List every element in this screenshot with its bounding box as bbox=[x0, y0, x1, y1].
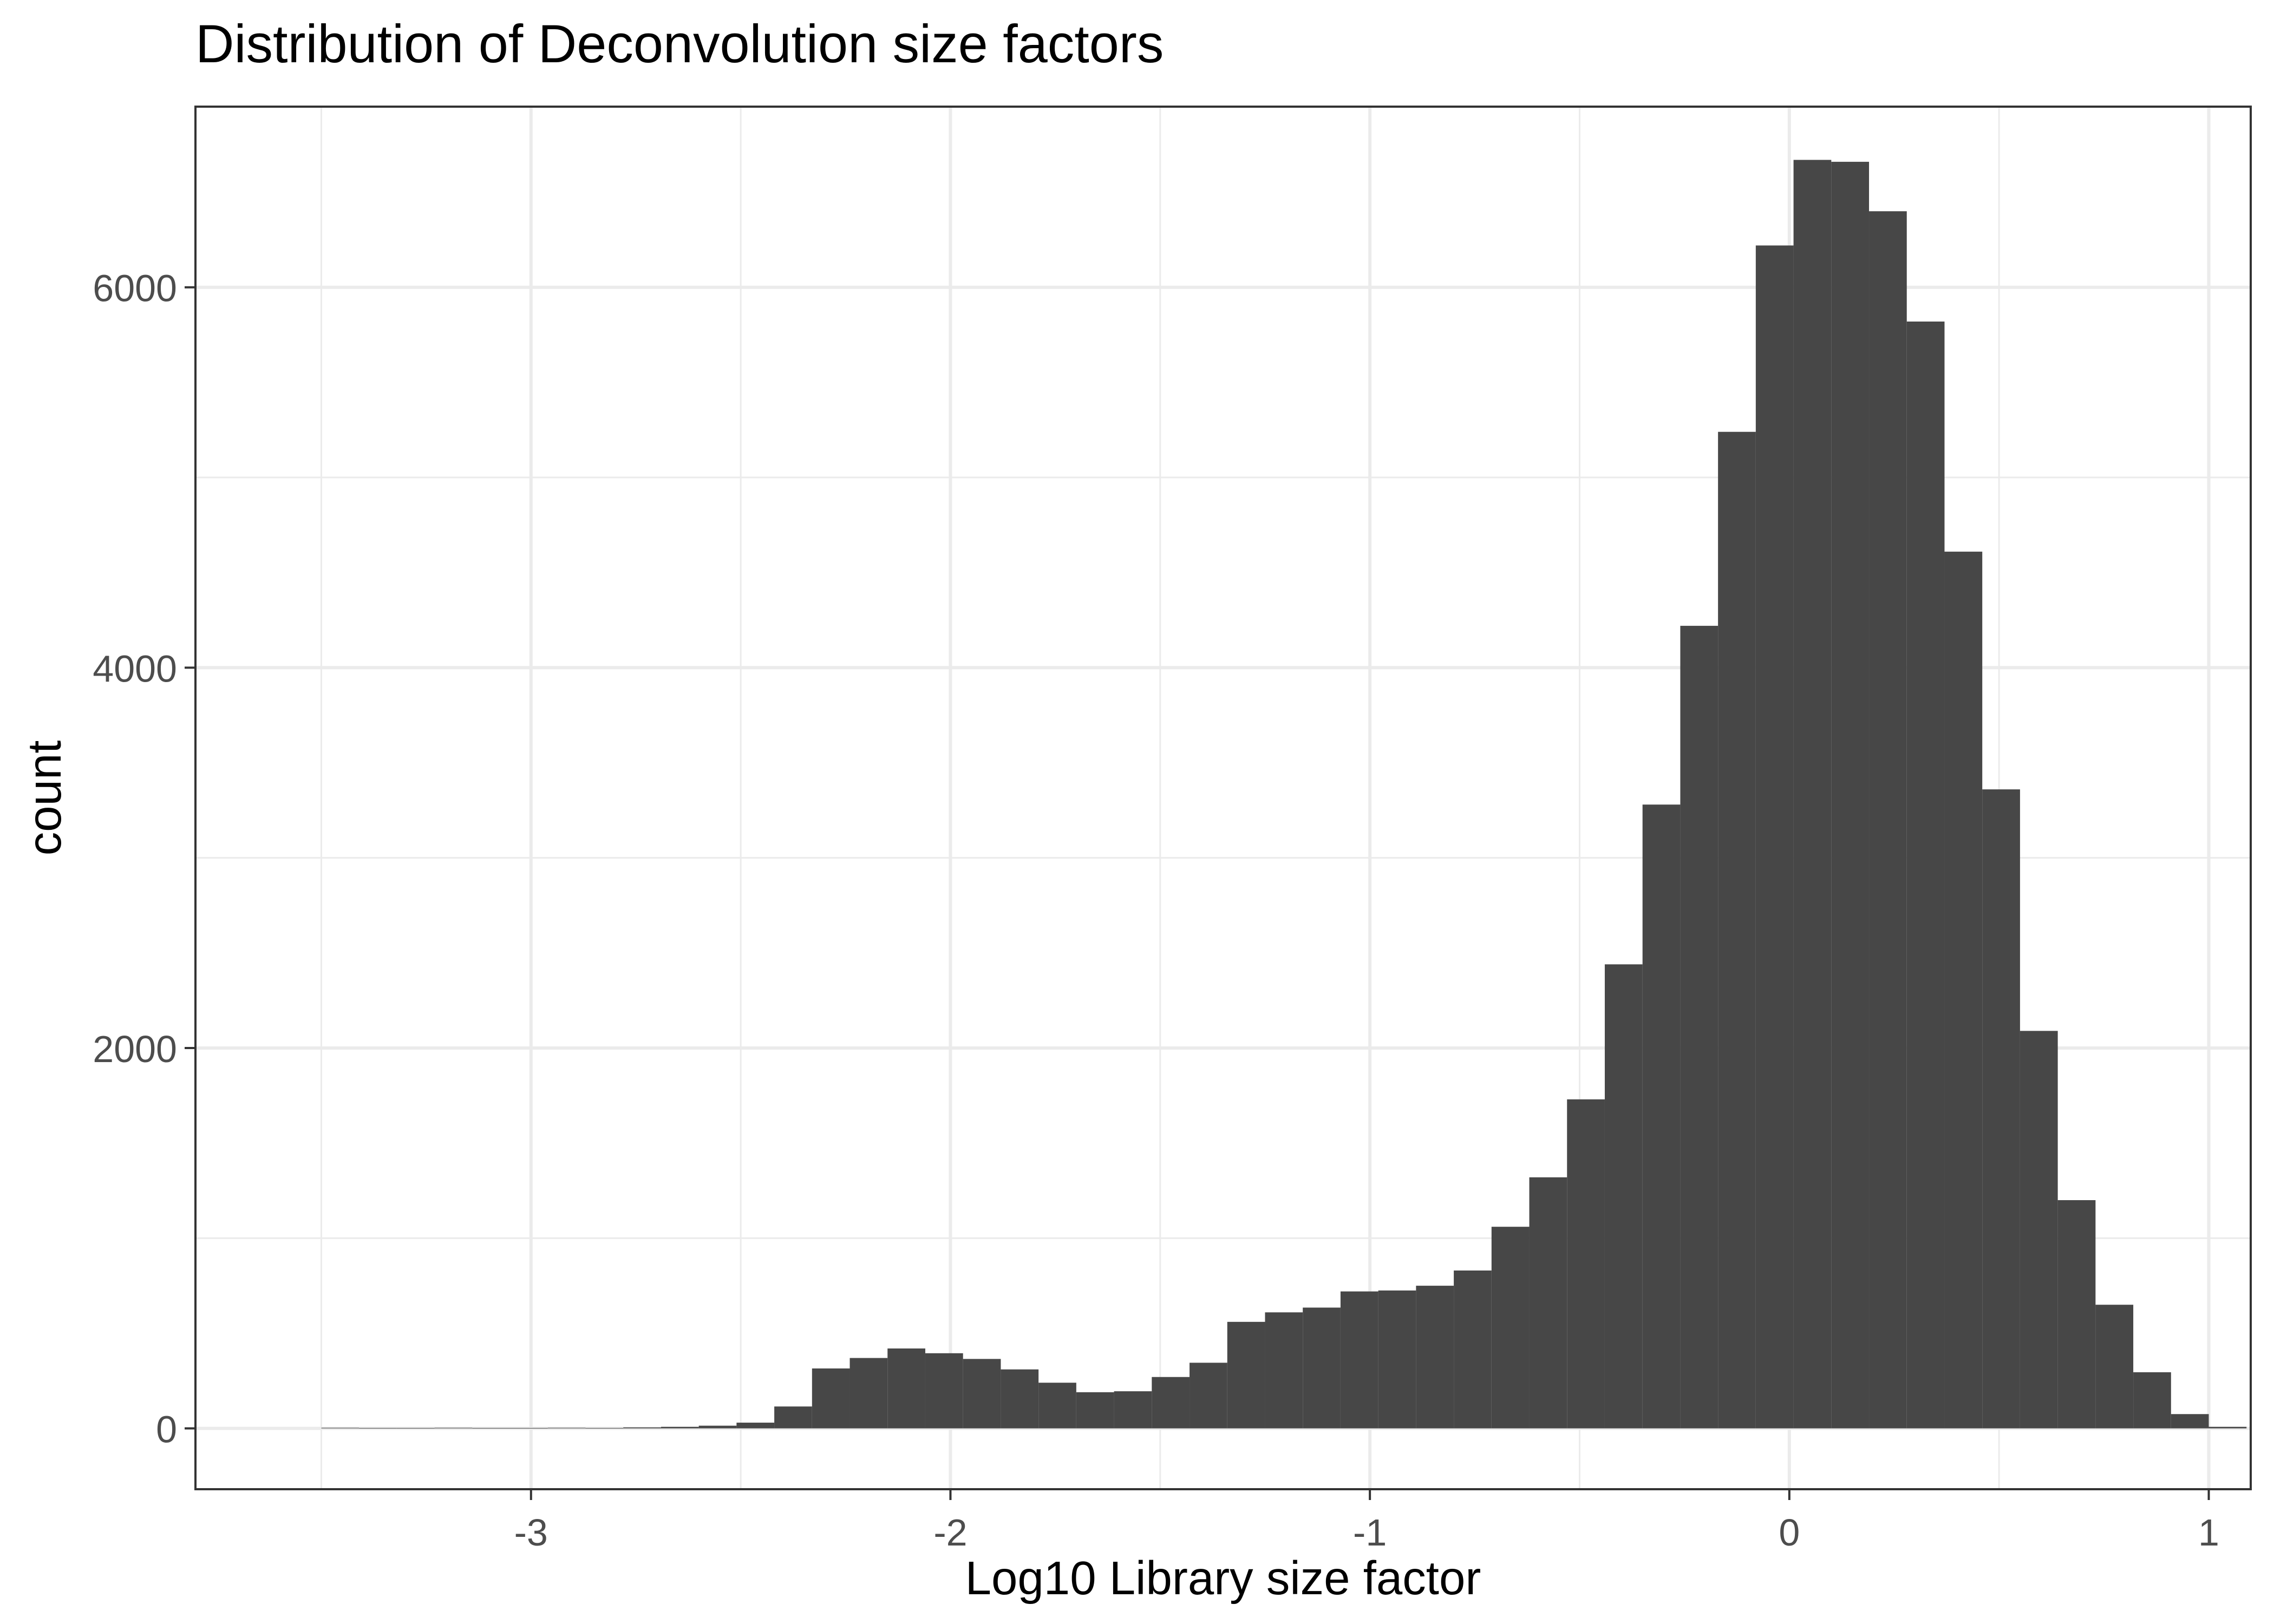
y-axis-tick-label: 0 bbox=[156, 1409, 177, 1451]
chart-title: Distribution of Deconvolution size facto… bbox=[195, 14, 1164, 74]
x-axis-tick-label: -2 bbox=[933, 1511, 967, 1554]
histogram-bar bbox=[396, 1427, 435, 1429]
plot-panel-border bbox=[194, 106, 2252, 1490]
histogram-bar bbox=[661, 1426, 699, 1429]
histogram-bar bbox=[1491, 1227, 1530, 1429]
histogram-bar bbox=[1718, 431, 1756, 1429]
y-axis: 0 2000 4000 6000 bbox=[93, 267, 195, 1451]
histogram-bar bbox=[510, 1427, 548, 1429]
histogram-bar bbox=[1906, 321, 1945, 1429]
histogram-bar bbox=[585, 1427, 624, 1429]
histogram-bar bbox=[1416, 1286, 1454, 1429]
histogram-bar bbox=[1265, 1312, 1303, 1429]
histogram-bar bbox=[1340, 1291, 1378, 1429]
histogram-bar bbox=[1755, 245, 1794, 1429]
histogram-bar bbox=[1152, 1377, 1190, 1429]
histogram-bar bbox=[850, 1358, 888, 1429]
histogram-bar bbox=[2095, 1305, 2134, 1429]
x-axis: -3 -2 -1 0 1 bbox=[514, 1489, 2219, 1554]
histogram-bar bbox=[1190, 1363, 1227, 1429]
y-axis-tick-label: 4000 bbox=[93, 647, 177, 690]
y-axis-label: count bbox=[18, 741, 71, 856]
histogram-bar bbox=[1454, 1270, 1492, 1429]
x-axis-tick-label: -1 bbox=[1353, 1511, 1387, 1554]
histogram-bar bbox=[1869, 211, 1907, 1429]
histogram-bars bbox=[321, 160, 2247, 1429]
histogram-bar bbox=[1038, 1383, 1076, 1429]
histogram-bar bbox=[698, 1425, 737, 1429]
x-axis-tick-label: 1 bbox=[2198, 1511, 2219, 1554]
histogram-bar bbox=[812, 1368, 850, 1429]
histogram-bar bbox=[1831, 161, 1870, 1429]
y-axis-tick-label: 2000 bbox=[93, 1028, 177, 1070]
histogram-bar bbox=[1793, 160, 1832, 1429]
histogram-bar bbox=[1001, 1369, 1039, 1429]
histogram-bar bbox=[1680, 626, 1718, 1429]
histogram-bar bbox=[1114, 1391, 1152, 1429]
histogram-bar bbox=[2208, 1426, 2247, 1429]
histogram-bar bbox=[1529, 1177, 1567, 1429]
histogram-bar bbox=[1303, 1307, 1341, 1429]
histogram-bar bbox=[434, 1427, 473, 1429]
histogram-bar bbox=[2020, 1031, 2058, 1429]
histogram-bar bbox=[774, 1406, 812, 1429]
histogram-bar bbox=[359, 1427, 397, 1429]
histogram-bar bbox=[1982, 789, 2020, 1429]
histogram-bar bbox=[1076, 1392, 1114, 1429]
histogram-bar bbox=[623, 1427, 661, 1429]
histogram-bar bbox=[1944, 552, 1983, 1429]
histogram-bar bbox=[925, 1353, 963, 1429]
x-axis-tick-label: 0 bbox=[1779, 1511, 1800, 1554]
histogram-bar bbox=[1378, 1290, 1416, 1429]
histogram-bar bbox=[2133, 1372, 2171, 1429]
grid-minor-x bbox=[320, 107, 2000, 1489]
histogram-bar bbox=[1227, 1321, 1265, 1429]
histogram-bar bbox=[2171, 1414, 2209, 1429]
histogram-bar bbox=[1604, 964, 1643, 1429]
histogram-bar bbox=[2057, 1200, 2096, 1429]
histogram-bar bbox=[736, 1423, 775, 1429]
histogram-bar bbox=[321, 1427, 360, 1429]
histogram-bar bbox=[1642, 804, 1681, 1429]
histogram-bar bbox=[963, 1359, 1001, 1429]
histogram-bar bbox=[472, 1427, 511, 1429]
x-axis-tick-label: -3 bbox=[514, 1511, 548, 1554]
histogram-bar bbox=[887, 1348, 925, 1429]
histogram-bar bbox=[547, 1427, 586, 1429]
x-axis-label: Log10 Library size factor bbox=[965, 1552, 1481, 1605]
y-axis-tick-label: 6000 bbox=[93, 267, 177, 310]
histogram-bar bbox=[1567, 1099, 1605, 1429]
